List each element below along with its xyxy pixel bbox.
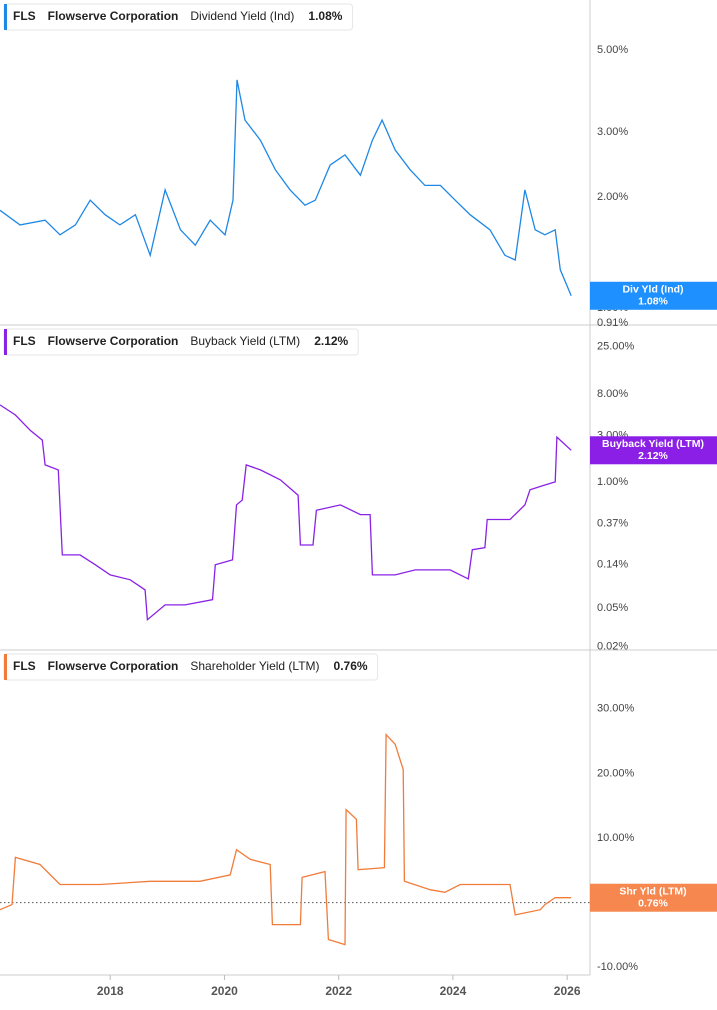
data-line [0,79,572,297]
y-tick-label: -10.00% [597,961,638,973]
y-tick-label: 0.91% [597,317,628,329]
value-badge [590,436,717,465]
header-text: Dividend Yield (Ind) [190,9,294,23]
y-tick-label: 0.14% [597,559,628,571]
y-tick-label: 3.00% [597,126,628,138]
y-tick-label: 25.00% [597,340,635,352]
badge-label: Div Yld (Ind) [622,284,683,296]
data-line [0,732,572,946]
y-tick-label: 1.00% [597,476,628,488]
y-tick-label: 30.00% [597,703,635,715]
header-text: 0.76% [334,659,368,673]
badge-value: 2.12% [638,450,668,462]
data-line [0,404,572,622]
header: FLS Flowserve Corporation Dividend Yield (… [3,3,353,31]
x-tick-label: 2018 [97,984,124,998]
y-tick-label: 5.00% [597,44,628,56]
header-text: Shareholder Yield (LTM) [190,659,319,673]
header-accent [4,329,7,355]
header-text: 2.12% [314,334,348,348]
header-text: FLS [13,9,36,23]
badge-value: 1.08% [638,296,668,308]
badge-value: 0.76% [638,898,668,910]
header-accent [4,654,7,680]
badge-label: Shr Yld (LTM) [619,886,686,898]
x-tick-label: 2026 [554,984,581,998]
x-tick-label: 2020 [211,984,238,998]
header-text: FLS [13,659,36,673]
badge-label: Buyback Yield (LTM) [602,438,704,450]
header-text: Flowserve Corporation [48,334,179,348]
y-tick-label: 8.00% [597,388,628,400]
y-tick-label: 0.05% [597,602,628,614]
x-tick-label: 2024 [440,984,467,998]
y-tick-label: 0.02% [597,641,628,653]
value-badge [590,281,717,310]
y-tick-label: 0.37% [597,518,628,530]
header-text: Flowserve Corporation [48,659,179,673]
y-tick-label: 20.00% [597,767,635,779]
value-badge [590,883,717,912]
header-text: Buyback Yield (LTM) [190,334,300,348]
y-tick-label: 10.00% [597,832,635,844]
x-tick-label: 2022 [325,984,352,998]
header-text: Flowserve Corporation [48,9,179,23]
header: FLS Flowserve Corporation Shareholder Yiel… [3,653,379,681]
y-tick-label: 2.00% [597,191,628,203]
header-text: FLS [13,334,36,348]
header: FLS Flowserve Corporation Buyback Yield (L… [3,328,359,356]
header-text: 1.08% [308,9,342,23]
header-accent [4,4,7,30]
